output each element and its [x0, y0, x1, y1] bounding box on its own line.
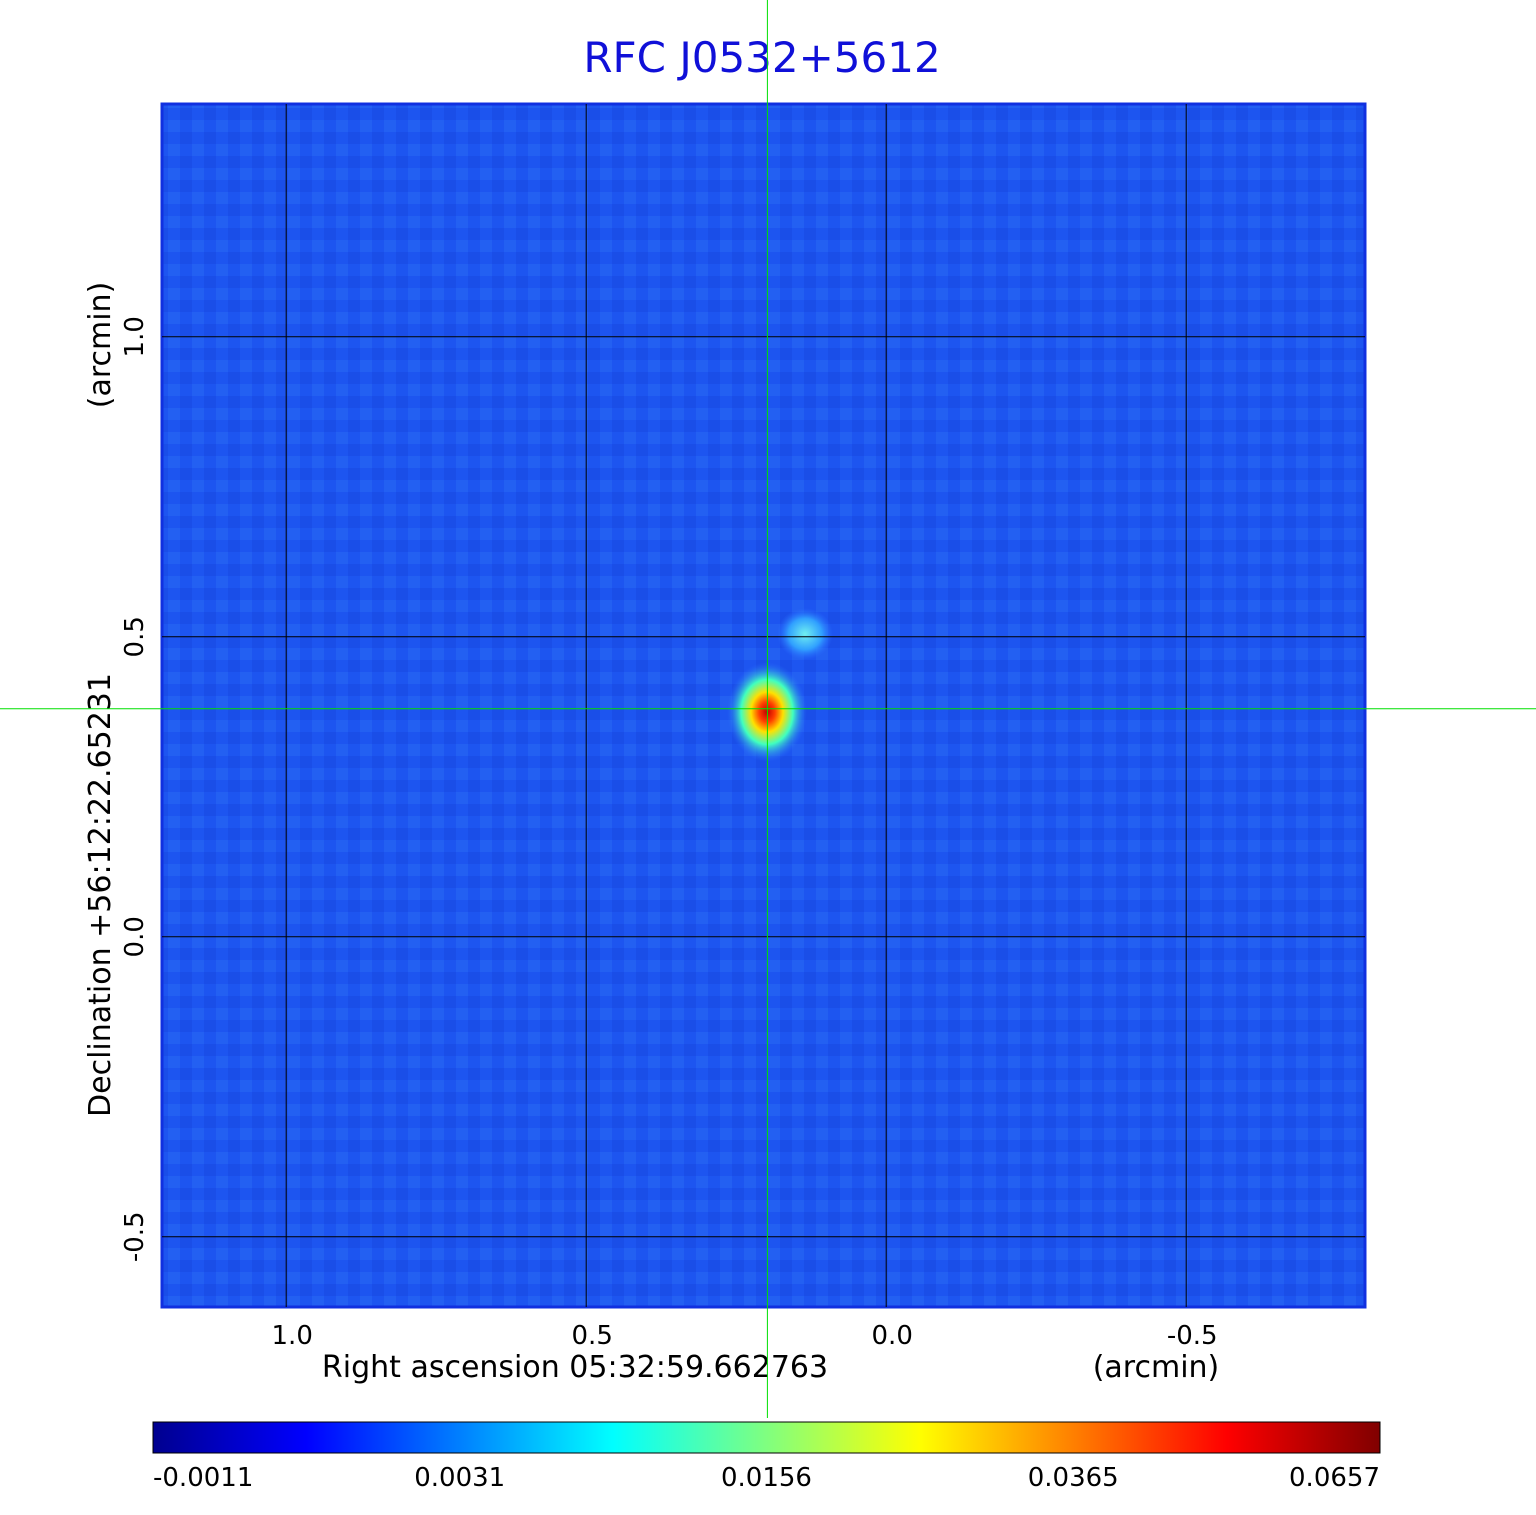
colorbar: [152, 1421, 1381, 1454]
y-tick-label: -0.5: [120, 1211, 150, 1262]
colorbar-tick-label: -0.0011: [153, 1463, 253, 1493]
x-tick-label: 0.0: [872, 1321, 913, 1351]
chart-title: RFC J0532+5612: [583, 33, 940, 82]
y-axis-unit: (arcmin): [83, 282, 118, 409]
x-axis-unit: (arcmin): [1093, 1350, 1220, 1385]
y-tick-label: 0.5: [120, 616, 150, 657]
colorbar-tick-label: 0.0657: [1289, 1463, 1380, 1493]
colorbar-tick-label: 0.0031: [414, 1463, 505, 1493]
y-tick-label: 0.0: [120, 916, 150, 957]
source-component: [777, 608, 833, 660]
x-tick-label: 1.0: [272, 1321, 313, 1351]
x-axis-label: Right ascension 05:32:59.662763: [322, 1350, 828, 1385]
x-tick-label: -0.5: [1167, 1321, 1218, 1351]
x-tick-label: 0.5: [572, 1321, 613, 1351]
colorbar-tick-label: 0.0156: [721, 1463, 812, 1493]
colorbar-tick-label: 0.0365: [1028, 1463, 1119, 1493]
y-tick-label: 1.0: [120, 316, 150, 357]
y-axis-label: Declination +56:12:22.65231: [83, 673, 118, 1117]
